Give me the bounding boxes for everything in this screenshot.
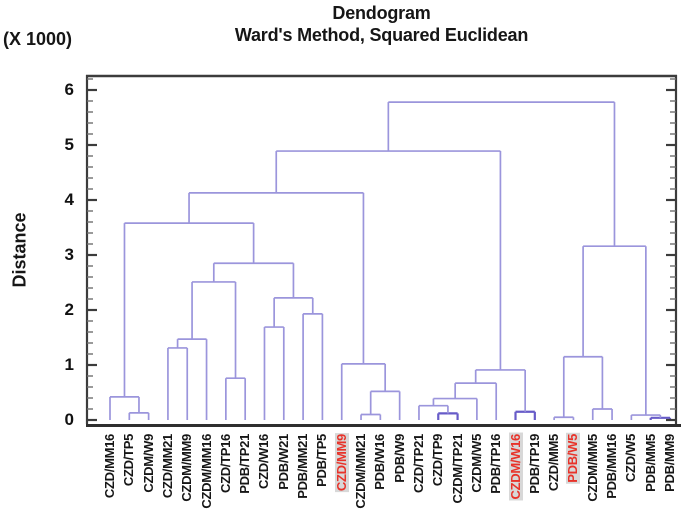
leaf-label: CZDM/MM9	[179, 434, 195, 502]
leaf-label: CZDM/W5	[468, 434, 484, 493]
leaf-label: PDB/MM5	[642, 434, 658, 492]
leaf-label: CZDM/MM21	[353, 434, 369, 509]
leaf-label-highlighted: CZDM/W16	[507, 433, 523, 501]
leaf-label: PDB/TP21	[237, 434, 253, 494]
leaf-label: PDB/W21	[275, 434, 291, 490]
leaf-label: PDB/W16	[372, 434, 388, 490]
leaf-label: CZD/TP9	[430, 434, 446, 487]
leaf-label: CZD/MM16	[102, 434, 117, 499]
leaf-label: CZDM/MM16	[198, 434, 214, 509]
leaf-label-highlighted: PDB/W5	[565, 433, 581, 484]
chart-title: Dendogram	[332, 3, 431, 23]
leaf-label: CZD/TP5	[121, 434, 137, 487]
leaf-label: CZDM/TP21	[449, 434, 465, 504]
leaf-label: PDB/MM16	[604, 434, 620, 499]
y-tick-label: 4	[64, 190, 74, 209]
leaf-label: CZD/MM5	[546, 434, 562, 492]
y-tick-label: 3	[64, 245, 74, 264]
leaf-label: CZD/TP16	[217, 434, 233, 494]
leaf-label: PDB/TP16	[488, 434, 504, 494]
y-tick-label: 5	[64, 135, 74, 154]
leaf-label: CZD/MM21	[159, 434, 175, 499]
y-tick-label: 0	[64, 410, 74, 429]
y-axis-unit-label: (X 1000)	[3, 29, 73, 49]
leaf-label: CZDM/W9	[140, 434, 156, 493]
leaf-label: PDB/MM9	[661, 434, 677, 492]
leaf-label: PDB/TP5	[314, 434, 330, 487]
leaf-label-highlighted: CZD/MM9	[333, 433, 349, 493]
y-tick-label: 1	[64, 355, 74, 374]
leaf-label: PDB/W9	[391, 434, 407, 483]
leaf-label: PDB/MM21	[295, 434, 311, 499]
y-tick-label: 2	[64, 300, 74, 319]
leaf-label: CZD/TP21	[410, 434, 426, 494]
chart-subtitle: Ward's Method, Squared Euclidean	[234, 25, 529, 45]
leaf-label: CZD/W16	[256, 434, 272, 489]
leaf-label: CZDM/MM5	[584, 434, 600, 502]
leaf-label: CZD/W5	[623, 434, 639, 483]
leaf-label: PDB/TP19	[526, 434, 542, 494]
y-tick-label: 6	[64, 80, 74, 99]
